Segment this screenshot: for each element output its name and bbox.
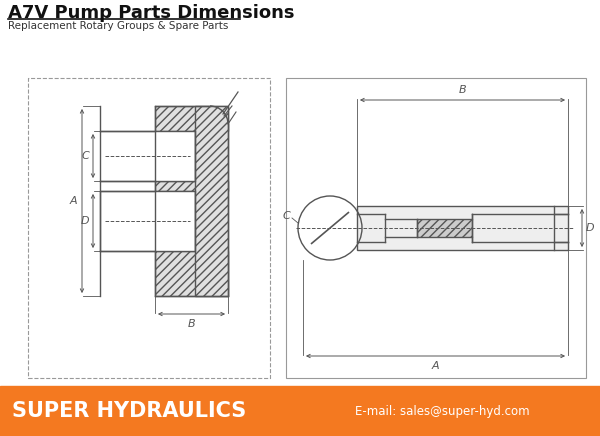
Text: B: B (188, 319, 196, 329)
Text: Replacement Rotary Groups & Spare Parts: Replacement Rotary Groups & Spare Parts (8, 21, 229, 31)
Bar (100, 191, 195, 251)
Text: E-mail: sales@super-hyd.com: E-mail: sales@super-hyd.com (355, 405, 530, 418)
Text: A: A (431, 361, 439, 371)
Bar (286, 78, 586, 378)
Text: C: C (81, 151, 89, 161)
Bar (155, 106, 228, 131)
Bar (28, 78, 270, 378)
Bar (155, 251, 228, 296)
Bar (0, 386, 600, 436)
Bar (417, 219, 472, 237)
Text: A: A (70, 196, 77, 206)
Text: D: D (80, 216, 89, 226)
Text: B: B (458, 85, 466, 95)
Text: D: D (586, 223, 595, 233)
Bar (100, 131, 195, 181)
Text: C: C (282, 211, 290, 221)
Text: SUPER HYDRAULICS: SUPER HYDRAULICS (12, 401, 246, 421)
Bar (155, 181, 228, 191)
Bar (195, 106, 228, 296)
Bar (357, 206, 568, 250)
Text: A7V Pump Parts Dimensions: A7V Pump Parts Dimensions (8, 4, 295, 22)
